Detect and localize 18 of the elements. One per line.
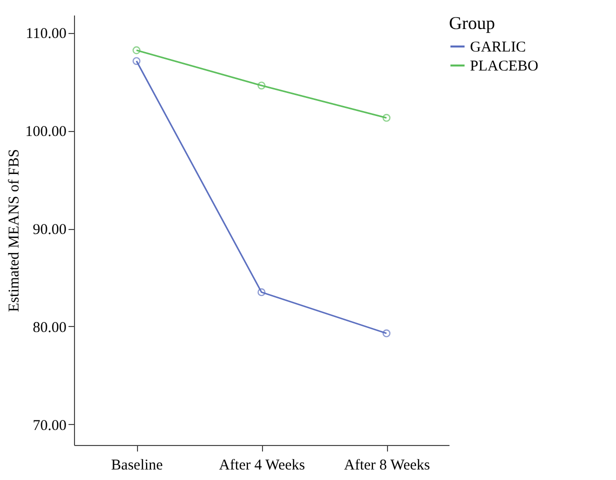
x-tick-label: After 8 Weeks	[344, 458, 430, 474]
legend-title: Group	[449, 13, 495, 33]
legend-label: GARLIC	[470, 40, 526, 56]
y-tick-label: 80.00	[32, 320, 66, 336]
legend-label: PLACEBO	[470, 58, 539, 74]
x-tick-label: Baseline	[111, 458, 164, 474]
point	[382, 329, 390, 338]
point	[258, 82, 266, 90]
y-axis-title: Estimated MEANS of FBS	[6, 149, 22, 312]
y-tick-label: 70.00	[32, 418, 66, 434]
point	[132, 46, 140, 54]
y-tick-label: 100.00	[25, 124, 66, 140]
point	[132, 57, 140, 65]
x-tick-label: After 4 Weeks	[219, 458, 306, 474]
point	[382, 114, 390, 122]
y-tick-label: 90.00	[32, 222, 66, 238]
y-tick-label: 110.00	[26, 26, 66, 42]
point	[258, 288, 266, 296]
